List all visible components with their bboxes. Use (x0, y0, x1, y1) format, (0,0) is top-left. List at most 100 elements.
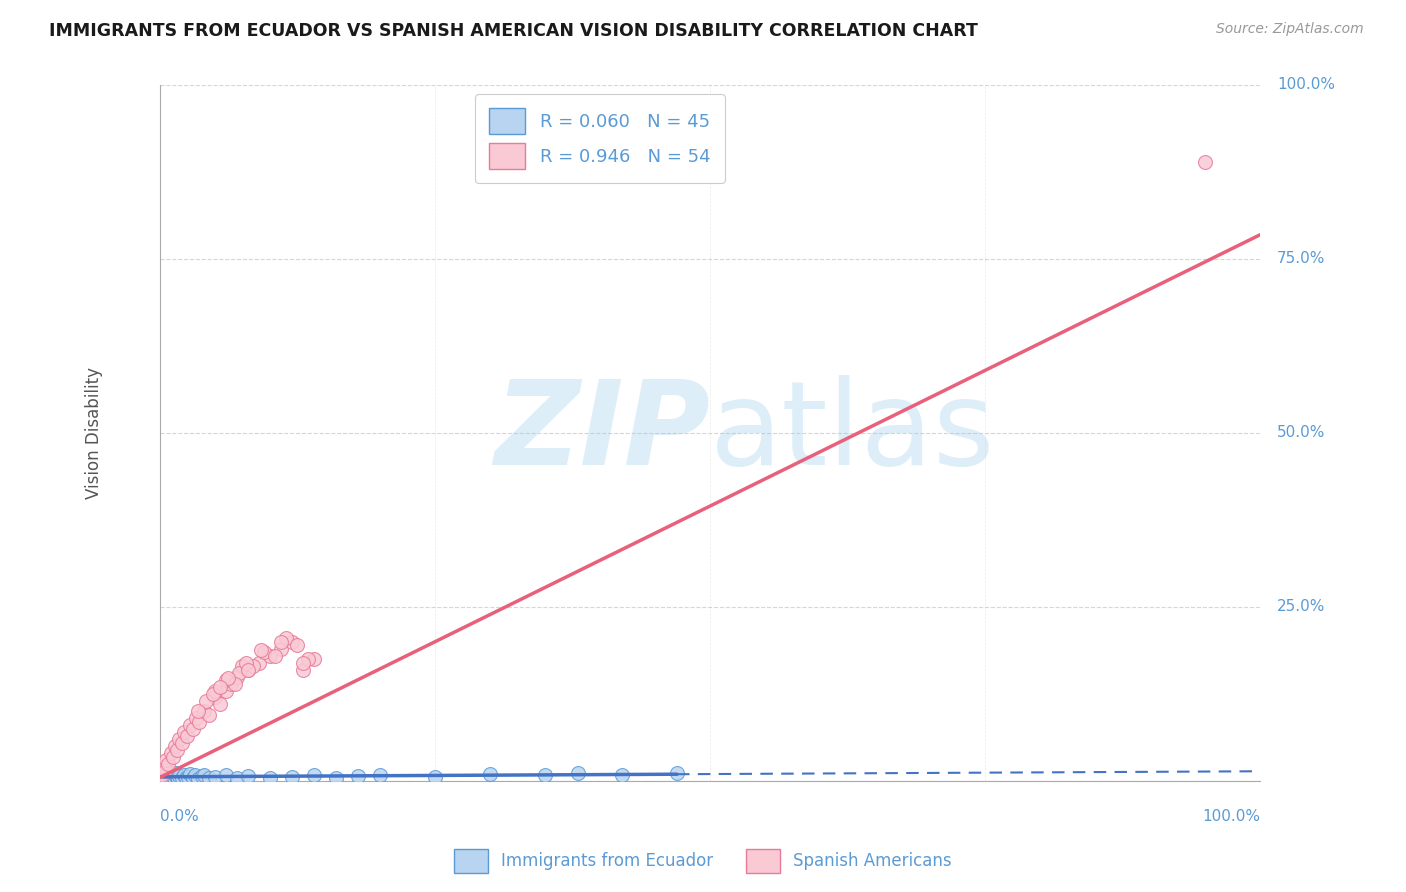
Point (228, 666, 250, 681)
Text: 100.0%: 100.0% (1277, 78, 1334, 93)
Point (193, 705, 215, 719)
Point (204, 770, 226, 784)
Point (259, 771, 281, 785)
Point (152, 760, 174, 774)
Point (159, 769, 181, 783)
Point (176, 729, 198, 743)
Point (242, 659, 264, 673)
Point (166, 742, 188, 756)
Point (157, 772, 180, 786)
Point (297, 652, 319, 666)
Point (302, 768, 325, 782)
Point (247, 656, 270, 670)
Point (478, 767, 501, 781)
Point (179, 718, 201, 732)
Point (281, 770, 304, 784)
Point (169, 732, 191, 747)
Point (276, 632, 298, 646)
Point (231, 659, 253, 673)
Point (285, 638, 308, 652)
Point (156, 770, 179, 784)
Point (149, 765, 172, 780)
Point (281, 634, 304, 648)
Point (165, 768, 187, 782)
Point (149, 772, 172, 786)
Point (235, 656, 257, 670)
Point (194, 694, 217, 708)
Point (173, 725, 195, 739)
Point (610, 768, 633, 782)
Point (150, 768, 173, 782)
Text: ZIP: ZIP (494, 376, 710, 491)
Point (184, 768, 207, 782)
Point (204, 683, 226, 698)
Point (150, 771, 173, 785)
Point (209, 680, 232, 694)
Point (346, 769, 368, 783)
Text: Source: ZipAtlas.com: Source: ZipAtlas.com (1216, 22, 1364, 37)
Point (217, 671, 239, 685)
Point (225, 771, 247, 785)
Point (250, 643, 273, 657)
Point (181, 722, 204, 736)
Point (179, 767, 201, 781)
Legend: R = 0.060   N = 45, R = 0.946   N = 54: R = 0.060 N = 45, R = 0.946 N = 54 (475, 94, 725, 183)
Point (190, 769, 212, 783)
Point (201, 687, 224, 701)
Point (177, 770, 200, 784)
Point (162, 749, 184, 764)
Point (291, 663, 314, 677)
Point (666, 766, 689, 780)
Point (187, 772, 209, 786)
Point (159, 771, 181, 785)
Point (173, 768, 195, 782)
Point (224, 676, 246, 690)
Point (567, 765, 589, 780)
Point (215, 683, 238, 698)
Point (160, 768, 183, 782)
Text: 0.0%: 0.0% (160, 809, 198, 824)
Point (423, 770, 446, 784)
Point (302, 652, 325, 666)
Point (153, 768, 176, 782)
Point (187, 705, 209, 719)
Point (204, 690, 226, 705)
Point (291, 656, 314, 670)
Point (165, 765, 187, 780)
Text: IMMIGRANTS FROM ECUADOR VS SPANISH AMERICAN VISION DISABILITY CORRELATION CHART: IMMIGRANTS FROM ECUADOR VS SPANISH AMERI… (49, 22, 979, 40)
Point (325, 771, 347, 785)
Point (264, 648, 287, 663)
Point (169, 769, 191, 783)
Text: atlas: atlas (710, 376, 995, 491)
Text: 25.0%: 25.0% (1277, 599, 1326, 615)
Legend: Immigrants from Ecuador, Spanish Americans: Immigrants from Ecuador, Spanish America… (447, 842, 959, 880)
Point (174, 771, 197, 785)
Point (184, 711, 207, 725)
Text: Vision Disability: Vision Disability (84, 367, 103, 499)
Point (198, 707, 221, 722)
Text: 75.0%: 75.0% (1277, 252, 1326, 267)
Point (165, 739, 187, 754)
Point (198, 771, 221, 785)
Point (1194, 154, 1216, 169)
Point (153, 771, 176, 785)
Point (157, 756, 180, 771)
Point (162, 766, 184, 780)
Point (163, 771, 186, 785)
Point (188, 714, 211, 729)
Point (159, 746, 181, 760)
Text: 100.0%: 100.0% (1202, 809, 1260, 824)
Point (170, 771, 193, 785)
Point (219, 676, 242, 690)
Point (155, 767, 177, 781)
Point (215, 768, 238, 782)
Point (270, 641, 292, 656)
Point (270, 634, 292, 648)
Point (236, 769, 259, 783)
Point (193, 768, 215, 782)
Point (225, 670, 247, 684)
Point (215, 673, 238, 687)
Point (155, 753, 177, 767)
Point (153, 764, 176, 778)
Point (170, 736, 193, 750)
